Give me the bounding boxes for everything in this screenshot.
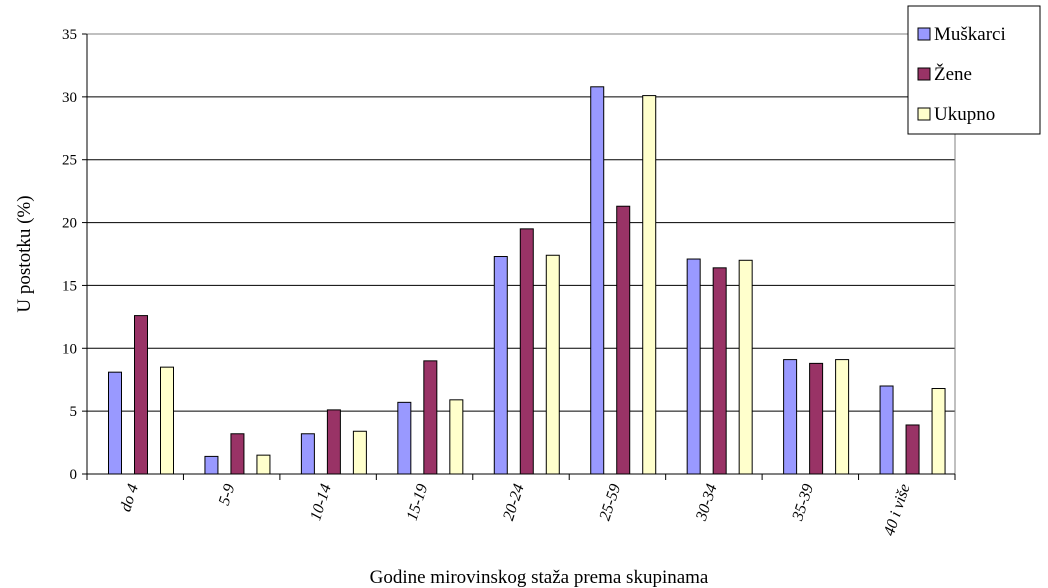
- bar: [326, 409, 341, 475]
- bar: [809, 362, 824, 475]
- bar: [835, 359, 850, 475]
- x-tick-label: 5-9: [216, 482, 239, 508]
- bar: [423, 360, 438, 475]
- bar: [590, 86, 605, 475]
- bar: [230, 433, 245, 475]
- bar: [134, 315, 148, 475]
- y-tick-label: 35: [62, 27, 77, 43]
- y-tick-label: 25: [62, 153, 77, 169]
- bar: [738, 259, 753, 475]
- bars: [108, 86, 946, 475]
- x-tick-label: 10-14: [307, 482, 335, 523]
- bar: [686, 258, 701, 475]
- y-tick-label: 15: [62, 278, 77, 294]
- x-tick-label: 25-59: [597, 482, 625, 523]
- y-tick-labels: 0 5 10 15 20 25 30 35: [62, 27, 77, 483]
- x-tick-label: 20-24: [500, 482, 528, 523]
- bar: [493, 256, 508, 475]
- bar: [712, 267, 727, 475]
- x-axis-title: Godine mirovinskog staža prema skupinama: [370, 567, 709, 588]
- x-tick-label: 35-39: [789, 482, 817, 524]
- legend-swatch: [917, 67, 931, 81]
- x-tick-label: 30-34: [693, 482, 721, 524]
- legend-swatch: [917, 27, 931, 41]
- bar: [256, 454, 271, 475]
- axes: [86, 33, 956, 480]
- grid-lines: [82, 33, 955, 475]
- x-tick-label: do 4: [117, 482, 142, 514]
- bar: [616, 205, 631, 475]
- bar: [545, 254, 560, 475]
- bar: [300, 433, 315, 475]
- legend-label: Ukupno: [934, 104, 995, 125]
- bar: [160, 366, 174, 475]
- legend-label: Muškarci: [934, 24, 1006, 45]
- bar: [642, 95, 657, 475]
- legend-swatch: [917, 107, 931, 121]
- x-tick-label: 40 i više: [881, 482, 914, 538]
- y-tick-label: 30: [62, 90, 77, 106]
- y-tick-label: 20: [62, 216, 77, 232]
- bar: [108, 371, 122, 475]
- legend: Muškarci Žene Ukupno: [907, 5, 1041, 135]
- y-axis-title: U postotku (%): [14, 195, 35, 312]
- bar: [879, 385, 894, 475]
- bar: [352, 430, 367, 475]
- bar: [449, 399, 464, 475]
- bar: [397, 401, 412, 475]
- x-tick-labels: do 4 5-9 10-14 15-19 20-24 25-59 30-34 35-39 40 …: [117, 482, 913, 538]
- legend-label: Žene: [934, 63, 972, 85]
- bar: [931, 388, 946, 475]
- y-tick-label: 10: [62, 341, 77, 357]
- y-tick-label: 0: [70, 467, 78, 483]
- bar: [519, 228, 534, 475]
- y-tick-label: 5: [70, 404, 78, 420]
- bar: [204, 455, 219, 475]
- bar: [905, 424, 920, 475]
- bar: [783, 359, 798, 475]
- x-tick-label: 15-19: [404, 482, 432, 523]
